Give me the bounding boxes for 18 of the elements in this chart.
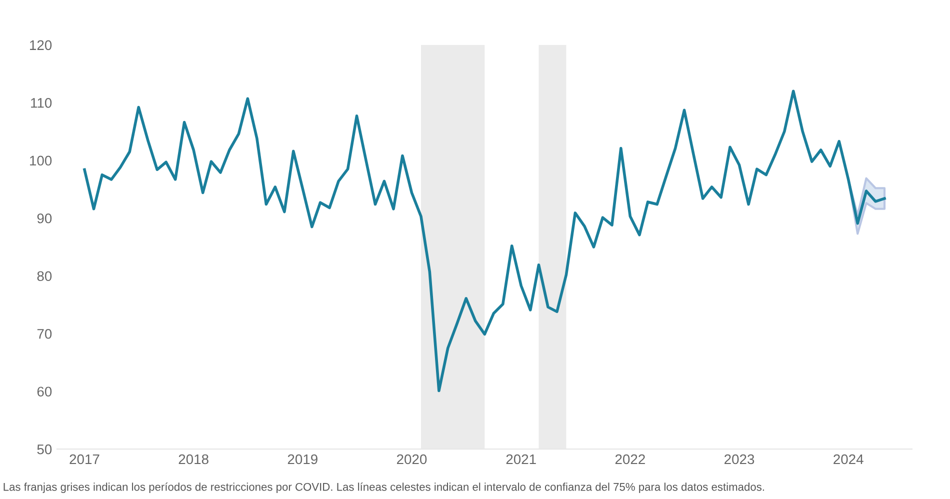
x-tick-label: 2024 <box>834 454 864 464</box>
line-series <box>83 90 886 392</box>
x-tick-label: 2021 <box>506 454 536 464</box>
y-tick-label: 110 <box>31 98 52 108</box>
text: Las franjas grises indican los períodos de restricciones por COVID. Las líneas celestes indican el intervalo de confianza del 75% para los datos estimados. <box>4 482 764 494</box>
y-tick-label: 90 <box>37 213 52 224</box>
y-tick-label: 70 <box>37 328 52 339</box>
x-tick-label: 2017 <box>70 454 100 464</box>
y-tick-label: 120 <box>30 40 52 50</box>
x-tick-label: 2020 <box>396 454 427 464</box>
y-tick-label: 80 <box>37 271 52 282</box>
y-tick-label: 100 <box>30 156 52 166</box>
x-tick-label: 2022 <box>615 454 645 464</box>
x-tick-label: 2023 <box>724 454 754 464</box>
x-tick-label: 2018 <box>178 454 208 464</box>
x-tick-label: 2019 <box>288 454 318 464</box>
y-tick-label: 50 <box>37 444 52 454</box>
y-tick-label: 60 <box>37 386 52 397</box>
